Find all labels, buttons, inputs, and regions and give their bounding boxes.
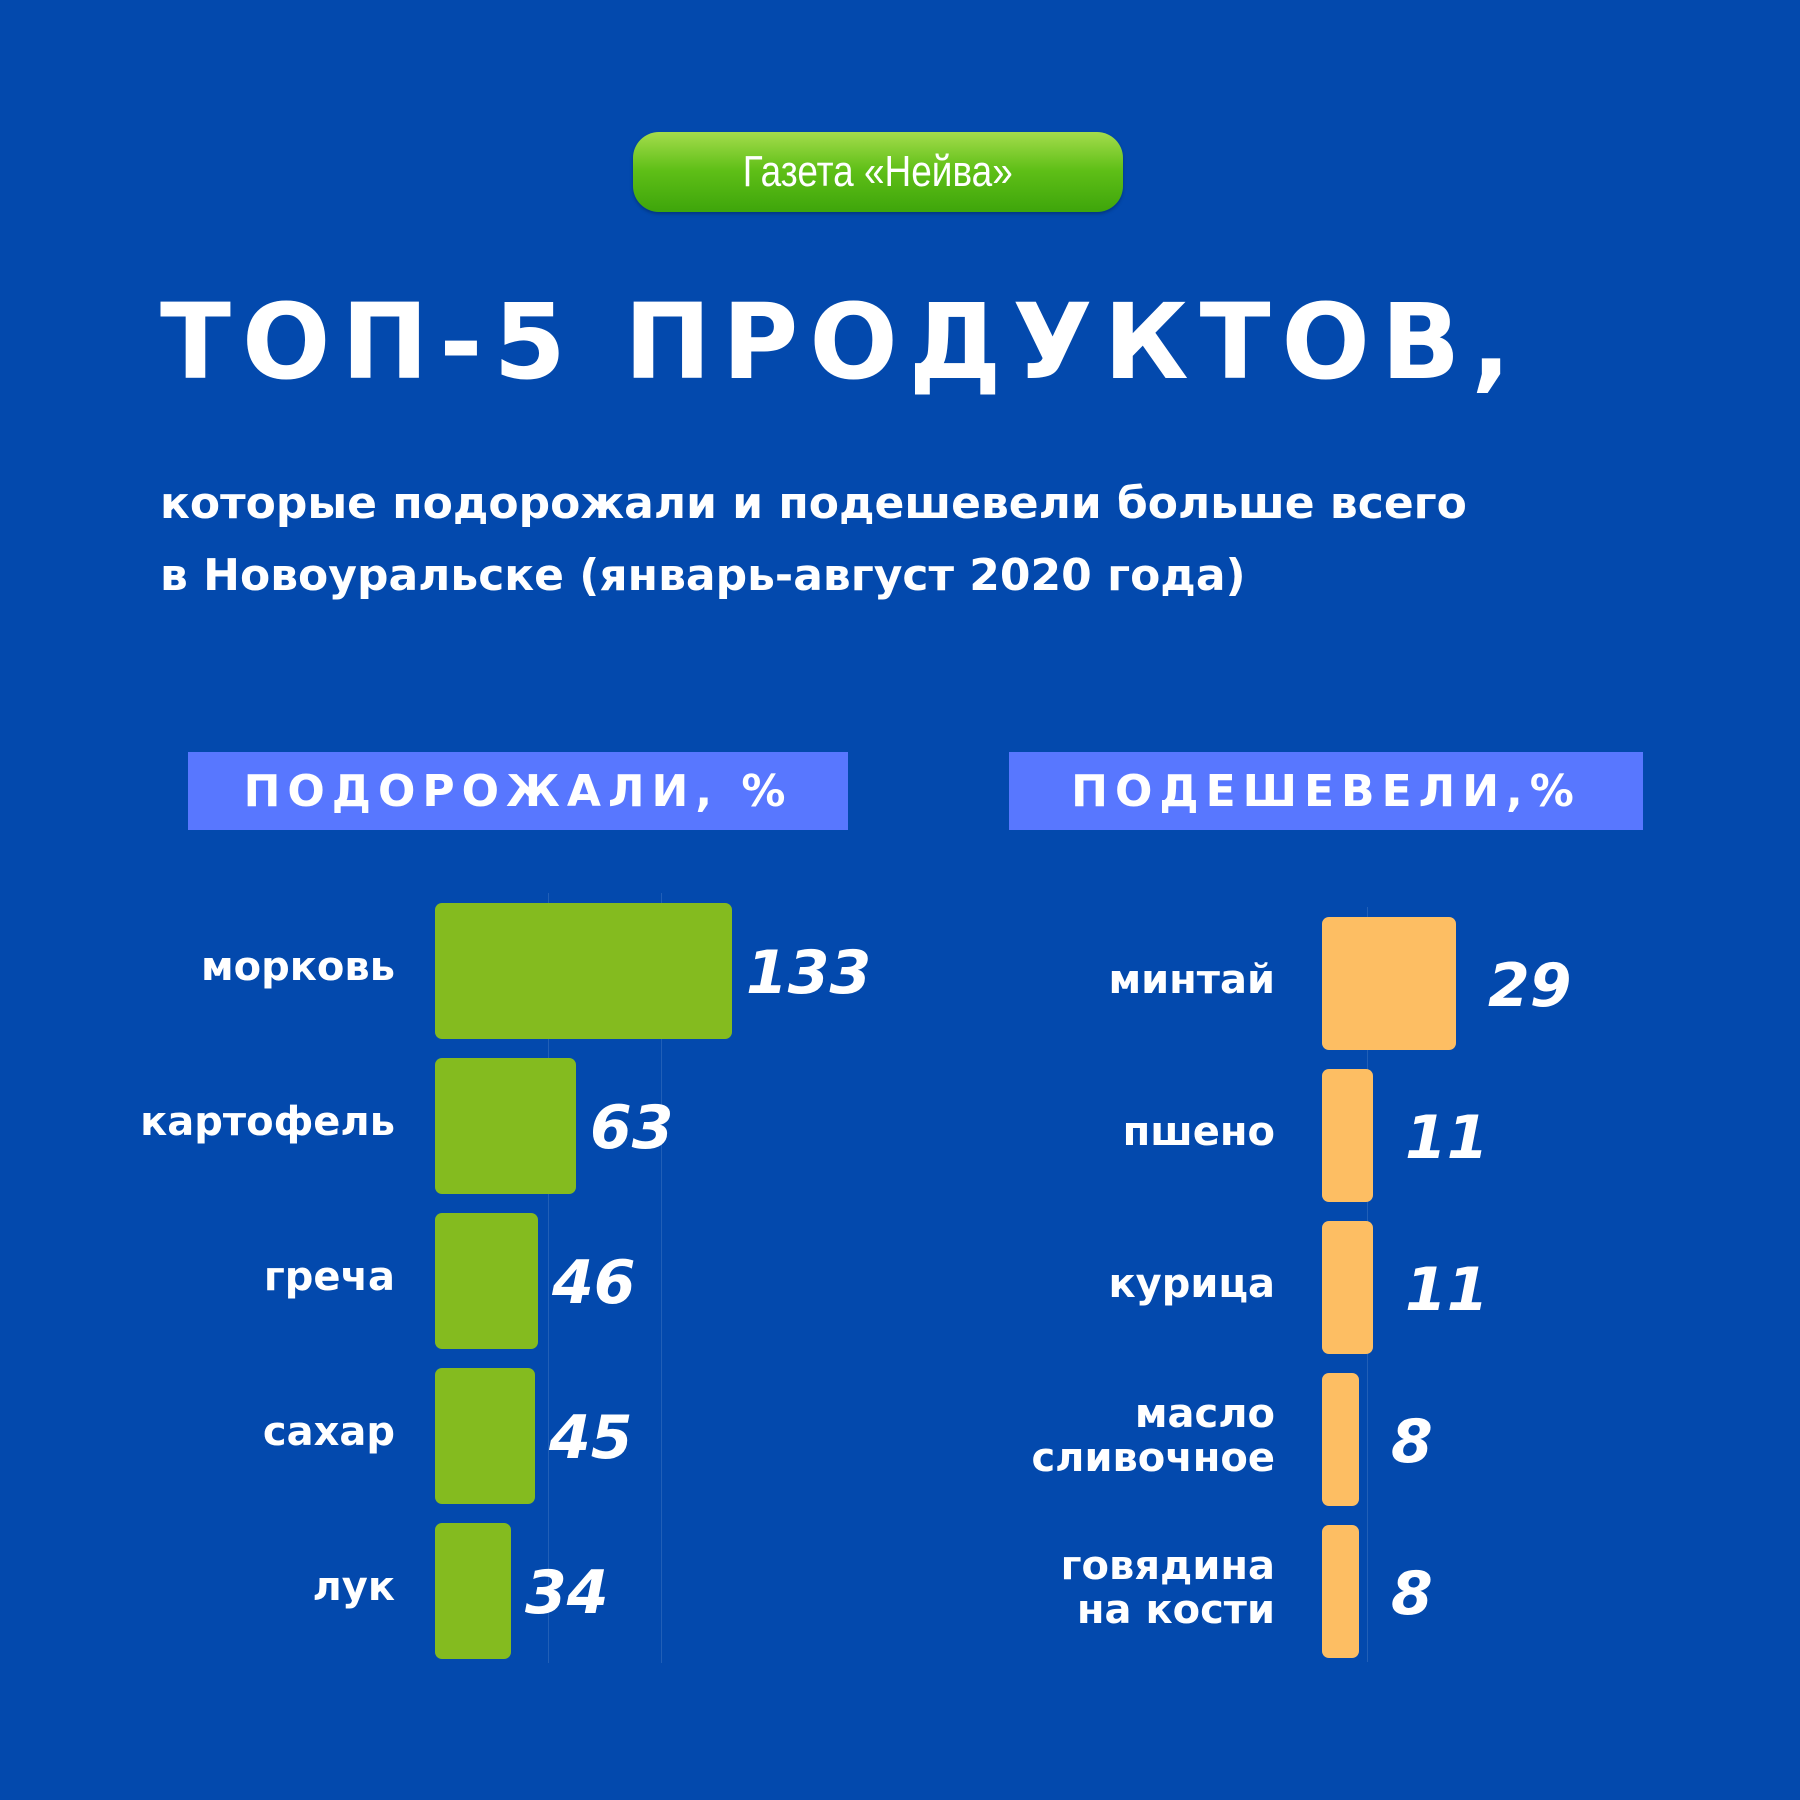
decrease-bar [1322,1525,1359,1658]
increase-bar [435,1058,576,1194]
decrease-category-label: курица [1108,1260,1275,1307]
increase-category-label: лук [312,1564,395,1610]
page-title: ТОП-5 ПРОДУКТОВ, [160,281,1522,403]
decrease-bar [1322,1373,1359,1506]
decrease-value-label: 29 [1488,950,1572,1021]
increase-category-label: греча [263,1254,395,1300]
decrease-bar [1322,917,1456,1050]
newspaper-name: Газета «Нейва» [742,147,1014,196]
increase-value-label: 34 [525,1558,609,1628]
subtitle-line-1: которые подорожали и подешевели больше в… [160,478,1467,529]
increase-value-label: 133 [746,938,872,1008]
decrease-category-label: минтай [1108,956,1275,1003]
decrease-value-label: 8 [1391,1406,1433,1477]
decreased-chart-title: ПОДЕШЕВЕЛИ,% [1009,752,1643,830]
newspaper-badge: Газета «Нейва» [633,132,1123,212]
decrease-category-label: пшено [1122,1108,1275,1155]
page-subtitle: которые подорожали и подешевели больше в… [160,468,1720,612]
subtitle-line-2: в Новоуральске (январь-август 2020 года) [160,550,1246,601]
decrease-category-label: масло сливочное [1031,1390,1275,1481]
decrease-value-label: 8 [1391,1558,1433,1629]
increase-bar [435,1368,535,1504]
decrease-value-label: 11 [1405,1254,1489,1325]
increase-category-label: морковь [200,944,395,990]
increase-value-label: 45 [549,1403,633,1473]
increase-gridline [661,893,662,1663]
increase-value-label: 63 [590,1093,674,1163]
decrease-category-label: говядина на кости [1060,1542,1275,1633]
increase-bar [435,1523,511,1659]
increase-gridline [548,893,549,1663]
increase-category-label: картофель [140,1099,395,1145]
increase-value-label: 46 [552,1248,636,1318]
increase-bar [435,903,732,1039]
increase-category-label: сахар [262,1409,395,1455]
increase-bar [435,1213,538,1349]
decrease-bar [1322,1069,1373,1202]
decrease-bar [1322,1221,1373,1354]
decrease-value-label: 11 [1405,1102,1489,1173]
increased-chart-title: ПОДОРОЖАЛИ, % [188,752,848,830]
